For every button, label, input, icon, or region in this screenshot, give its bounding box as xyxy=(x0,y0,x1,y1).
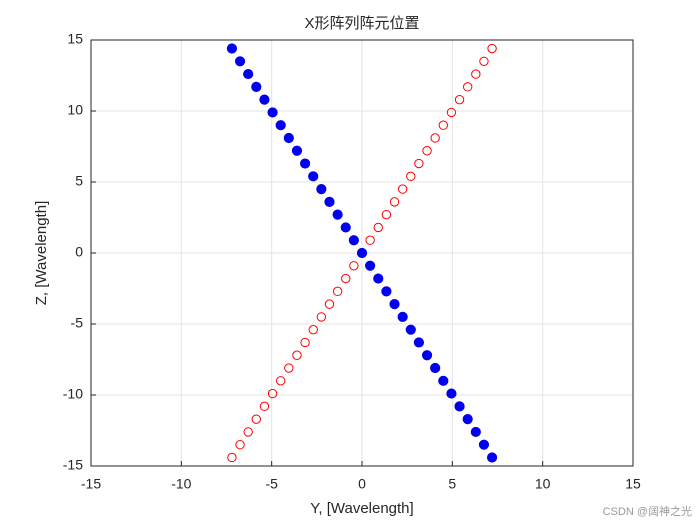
point xyxy=(349,261,359,271)
point xyxy=(438,375,449,386)
point xyxy=(259,94,270,105)
point xyxy=(373,222,383,233)
point xyxy=(405,324,416,335)
x-tick-label: -15 xyxy=(81,476,101,492)
point xyxy=(292,350,302,360)
point xyxy=(479,56,489,66)
y-tick-label: -10 xyxy=(63,386,83,402)
point xyxy=(235,440,245,450)
point xyxy=(446,107,457,118)
point xyxy=(462,414,473,425)
point xyxy=(234,56,246,67)
point xyxy=(251,81,262,92)
y-tick-label: 5 xyxy=(75,173,83,189)
point xyxy=(243,427,253,437)
point xyxy=(267,388,278,399)
plot-frame xyxy=(90,39,634,467)
point xyxy=(486,452,498,463)
point xyxy=(373,273,384,284)
point xyxy=(381,286,392,297)
point xyxy=(283,132,294,144)
x-tick-label: 10 xyxy=(535,476,551,492)
chart-title: X形阵列阵元位置 xyxy=(304,15,419,32)
y-tick-label: -15 xyxy=(63,457,83,473)
point xyxy=(300,337,310,348)
point xyxy=(324,196,335,207)
point xyxy=(356,247,368,259)
point xyxy=(389,299,400,310)
point xyxy=(462,82,473,92)
y-tick-label: -5 xyxy=(71,315,84,331)
point xyxy=(478,439,490,450)
watermark: CSDN @阔神之光 xyxy=(603,504,692,518)
point xyxy=(430,133,440,143)
point xyxy=(275,120,286,131)
point xyxy=(471,69,481,79)
point xyxy=(341,273,351,284)
y-tick-label: 15 xyxy=(67,31,83,47)
y-tick-label: 10 xyxy=(67,102,83,118)
point xyxy=(324,299,335,309)
point xyxy=(421,350,433,361)
point xyxy=(226,43,238,54)
x-tick-label: -10 xyxy=(171,476,191,492)
point xyxy=(454,94,465,105)
point xyxy=(397,311,408,322)
point xyxy=(422,146,432,156)
point xyxy=(332,286,343,297)
point xyxy=(454,401,465,412)
point xyxy=(243,68,254,80)
point xyxy=(446,388,457,399)
point xyxy=(430,362,441,374)
point xyxy=(365,235,375,245)
x-axis-label: Y, [Wavelength] xyxy=(310,500,413,517)
point xyxy=(251,414,262,424)
point xyxy=(348,235,359,246)
point xyxy=(340,222,351,233)
x-tick-label: 15 xyxy=(625,476,641,492)
point xyxy=(308,171,319,182)
point xyxy=(438,120,448,130)
point xyxy=(397,184,408,194)
point xyxy=(316,312,327,322)
point xyxy=(413,337,425,348)
point xyxy=(470,426,481,438)
point xyxy=(308,324,318,335)
x-tick-label: 0 xyxy=(358,476,366,492)
y-tick-label: 0 xyxy=(75,244,83,260)
x-tick-label: -5 xyxy=(265,476,278,492)
point xyxy=(381,209,392,220)
point xyxy=(276,376,286,386)
point xyxy=(227,452,237,463)
point xyxy=(316,184,327,195)
y-axis-label: Z, [Wavelength] xyxy=(33,201,50,306)
point xyxy=(487,43,497,54)
point xyxy=(365,260,376,271)
point xyxy=(284,363,294,373)
point xyxy=(332,209,343,220)
x-tick-label: 5 xyxy=(448,476,456,492)
point xyxy=(389,197,400,207)
point xyxy=(406,171,416,182)
point xyxy=(291,145,303,156)
point xyxy=(414,158,424,169)
point xyxy=(259,401,270,412)
point xyxy=(299,158,311,169)
point xyxy=(267,107,278,118)
